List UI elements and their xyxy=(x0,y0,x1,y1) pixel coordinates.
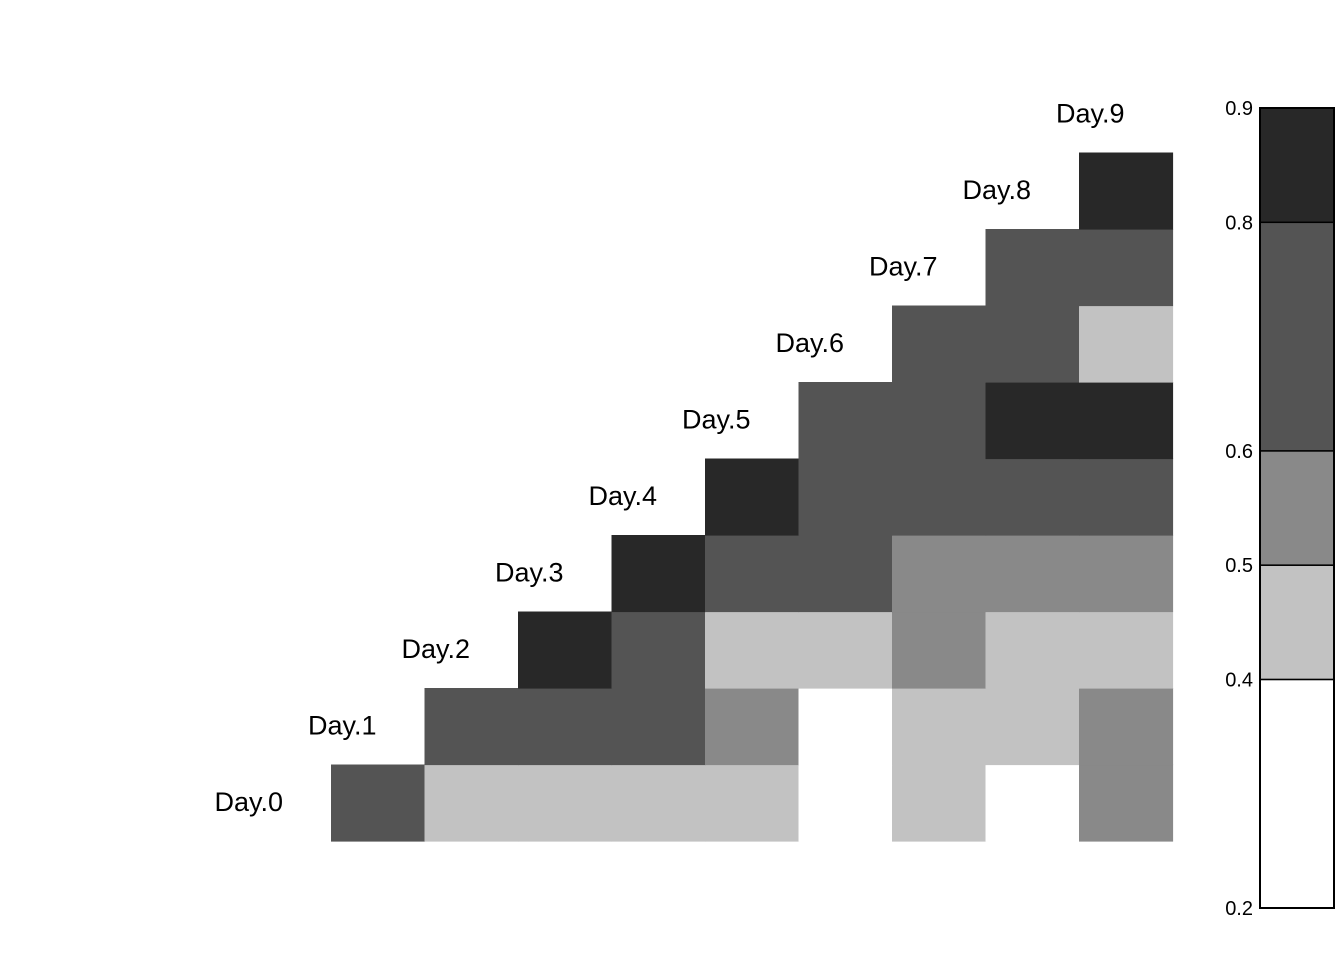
heatmap-cell-Day.5-Day.7 xyxy=(892,382,987,460)
heatmap-cell-Day.0-Day.5 xyxy=(705,764,800,842)
heatmap-cell-Day.4-Day.5 xyxy=(705,458,800,536)
legend-band-0.4-0.5 xyxy=(1259,564,1335,681)
legend-bands xyxy=(1259,107,1335,909)
legend-band-0.6-0.8 xyxy=(1259,221,1335,452)
heatmap-cell-Day.1-Day.6 xyxy=(798,688,893,766)
row-label-Day.6: Day.6 xyxy=(775,328,844,358)
heatmap-cell-Day.4-Day.6 xyxy=(798,458,893,536)
heatmap-cell-Day.4-Day.9 xyxy=(1079,458,1174,536)
heatmap-cell-Day.4-Day.8 xyxy=(985,458,1080,536)
heatmap-cell-Day.3-Day.6 xyxy=(798,535,893,613)
heatmap-cell-Day.1-Day.8 xyxy=(985,688,1080,766)
heatmap-cell-Day.2-Day.7 xyxy=(892,611,987,689)
heatmap-cell-Day.3-Day.5 xyxy=(705,535,800,613)
heatmap-cell-Day.1-Day.2 xyxy=(424,688,519,766)
row-label-Day.4: Day.4 xyxy=(588,481,657,511)
heatmap-cell-Day.5-Day.9 xyxy=(1079,382,1174,460)
heatmap-cell-Day.3-Day.8 xyxy=(985,535,1080,613)
heatmap-cell-Day.0-Day.6 xyxy=(798,764,893,842)
heatmap-cell-Day.1-Day.3 xyxy=(518,688,613,766)
heatmap-cell-Day.5-Day.6 xyxy=(798,382,893,460)
heatmap-cell-Day.3-Day.9 xyxy=(1079,535,1174,613)
heatmap-cell-Day.7-Day.8 xyxy=(985,229,1080,307)
heatmap-cell-Day.6-Day.9 xyxy=(1079,305,1174,383)
heatmap-cell-Day.2-Day.9 xyxy=(1079,611,1174,689)
heatmap-cell-Day.7-Day.9 xyxy=(1079,229,1174,307)
heatmap-cell-Day.2-Day.5 xyxy=(705,611,800,689)
heatmap-cell-Day.3-Day.7 xyxy=(892,535,987,613)
heatmap-cell-Day.2-Day.6 xyxy=(798,611,893,689)
heatmap-cell-Day.8-Day.9 xyxy=(1079,152,1174,230)
row-label-Day.1: Day.1 xyxy=(308,711,377,741)
row-label-Day.3: Day.3 xyxy=(495,558,564,588)
legend-frame xyxy=(1259,107,1335,909)
legend-tick-label: 0.5 xyxy=(1225,555,1253,577)
heatmap-cell-Day.6-Day.7 xyxy=(892,305,987,383)
heatmap-cell-Day.0-Day.2 xyxy=(424,764,519,842)
heatmap-cell-Day.3-Day.4 xyxy=(611,535,706,613)
legend-band-0.8-0.9 xyxy=(1259,107,1335,224)
legend-tick-label: 0.6 xyxy=(1225,441,1253,463)
row-label-Day.5: Day.5 xyxy=(682,405,751,435)
row-label-Day.9: Day.9 xyxy=(1056,99,1125,129)
heatmap-cell-Day.0-Day.1 xyxy=(331,764,426,842)
heatmap-cell-Day.2-Day.8 xyxy=(985,611,1080,689)
legend-tick-labels: 0.2 0.4 0.5 0.6 0.8 0.9 xyxy=(1225,98,1253,920)
heatmap-cell-Day.0-Day.4 xyxy=(611,764,706,842)
heatmap-cell-Day.1-Day.7 xyxy=(892,688,987,766)
heatmap-cell-Day.0-Day.3 xyxy=(518,764,613,842)
heatmap-cell-Day.6-Day.8 xyxy=(985,305,1080,383)
heatmap-cells xyxy=(331,152,1174,842)
legend-tick-label: 0.2 xyxy=(1225,898,1253,920)
row-labels: Day.0 Day.1 Day.2 Day.3 Day.4 Day.5 Day.6 Day.7… xyxy=(214,99,1124,818)
color-legend: 0.2 0.4 0.5 0.6 0.8 0.9 xyxy=(1225,98,1335,920)
heatmap-cell-Day.1-Day.9 xyxy=(1079,688,1174,766)
heatmap-cell-Day.0-Day.7 xyxy=(892,764,987,842)
legend-band-0.5-0.6 xyxy=(1259,450,1335,566)
heatmap-cell-Day.0-Day.9 xyxy=(1079,764,1174,842)
heatmap-cell-Day.5-Day.8 xyxy=(985,382,1080,460)
row-label-Day.8: Day.8 xyxy=(962,175,1031,205)
heatmap-cell-Day.1-Day.5 xyxy=(705,688,800,766)
legend-tick-label: 0.4 xyxy=(1225,669,1253,691)
heatmap-cell-Day.2-Day.4 xyxy=(611,611,706,689)
row-label-Day.0: Day.0 xyxy=(214,787,283,817)
legend-band-0.2-0.4 xyxy=(1259,678,1335,909)
legend-tick-label: 0.8 xyxy=(1225,212,1253,234)
heatmap-cell-Day.0-Day.8 xyxy=(985,764,1080,842)
row-label-Day.7: Day.7 xyxy=(869,252,938,282)
heatmap-cell-Day.2-Day.3 xyxy=(518,611,613,689)
legend-tick-label: 0.9 xyxy=(1225,98,1253,120)
row-label-Day.2: Day.2 xyxy=(401,634,470,664)
heatmap-cell-Day.1-Day.4 xyxy=(611,688,706,766)
heatmap-cell-Day.4-Day.7 xyxy=(892,458,987,536)
